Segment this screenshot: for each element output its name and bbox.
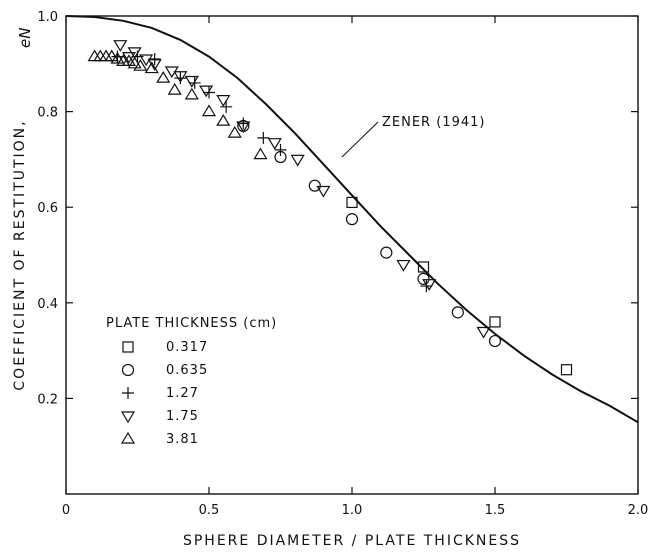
data-point-triangle-up	[104, 49, 119, 62]
legend: PLATE THICKNESS (cm) 0.317 0.635 1.27 1.75 3…	[106, 316, 277, 447]
data-point-triangle-up	[121, 54, 136, 67]
data-point-triangle-up	[127, 56, 142, 69]
data-point-triangle-up	[144, 61, 159, 74]
data-point-square	[560, 364, 573, 376]
data-point-triangle-down	[199, 85, 214, 98]
y-axis-symbol: eN	[16, 28, 34, 48]
legend-label: 3.81	[166, 432, 199, 447]
data-point-triangle-up	[253, 147, 268, 160]
data-point-plus	[257, 131, 270, 144]
data-point-triangle-down	[267, 138, 282, 150]
data-point-triangle-down	[236, 121, 251, 134]
zener-label: ZENER (1941)	[382, 115, 485, 130]
data-point-circle	[417, 272, 430, 285]
data-point-circle	[308, 179, 321, 192]
data-point-square	[417, 261, 430, 273]
legend-label: 1.75	[166, 409, 199, 424]
data-point-triangle-down	[127, 47, 142, 60]
zener-curve	[65, 15, 639, 424]
zener-curve-layer	[65, 15, 639, 424]
data-point-triangle-down	[147, 59, 162, 71]
data-markers	[87, 40, 573, 376]
y-tick-label: 0.4	[37, 297, 58, 312]
x-tick-label: 2.0	[628, 503, 649, 518]
data-point-triangle-up	[156, 70, 171, 83]
data-point-triangle-down	[316, 185, 331, 198]
data-point-plus	[148, 53, 161, 66]
data-point-triangle-down	[113, 40, 128, 52]
data-point-triangle-up	[184, 87, 199, 100]
data-point-triangle-up	[227, 125, 242, 138]
x-tick-label: 0	[62, 503, 70, 518]
x-tick-label: 0.5	[199, 503, 220, 518]
data-point-square	[489, 316, 501, 328]
x-tick-label: 1.5	[485, 503, 506, 518]
plot-frame	[65, 15, 639, 495]
data-point-triangle-up	[201, 104, 217, 117]
data-point-triangle-down	[396, 259, 411, 272]
data-point-triangle-down	[422, 279, 437, 291]
data-point-triangle-down	[173, 71, 188, 83]
legend-label: 1.27	[166, 386, 199, 401]
data-point-triangle-down	[216, 95, 231, 107]
legend-label: 0.635	[166, 363, 208, 378]
y-axis-label-group: COEFFICIENT OF RESTITUTION,	[12, 119, 28, 390]
data-point-circle	[345, 213, 359, 226]
data-point-plus	[274, 143, 287, 156]
data-point-triangle-up	[133, 59, 148, 71]
legend-marker-square	[122, 341, 134, 353]
legend-marker-triangle-up	[120, 431, 136, 444]
y-tick-label: 1.0	[37, 10, 58, 25]
y-tick-label: 0.2	[37, 392, 58, 407]
data-point-circle	[380, 246, 393, 259]
y-tick-label: 0.8	[37, 106, 58, 121]
data-point-circle	[488, 334, 502, 348]
y-axis-label-text: COEFFICIENT OF RESTITUTION,	[12, 119, 28, 390]
x-tick-label: 1.0	[342, 503, 363, 518]
data-point-triangle-down	[290, 154, 305, 167]
legend-marker-triangle-down	[120, 411, 136, 424]
data-point-circle	[451, 306, 464, 319]
x-axis-label: SPHERE DIAMETER / PLATE THICKNESS	[183, 533, 521, 549]
data-point-triangle-down	[184, 75, 199, 88]
data-point-triangle-up	[110, 51, 125, 64]
y-axis-symbol-text: eN	[16, 28, 34, 48]
axis-ticks: 0 0.5 1.0 1.5 2.0 0.2 0.4 0.6 0.8 1.0	[37, 10, 648, 518]
data-point-square	[346, 196, 358, 209]
data-point-triangle-down	[121, 52, 136, 64]
y-axis-label: COEFFICIENT OF RESTITUTION,	[12, 119, 28, 390]
legend-marker-plus	[122, 387, 134, 399]
data-point-triangle-down	[476, 326, 491, 339]
zener-pointer	[341, 121, 379, 158]
y-tick-label: 0.6	[37, 201, 58, 216]
data-point-plus	[237, 117, 250, 130]
data-point-plus	[220, 100, 233, 113]
legend-label: 0.317	[166, 340, 208, 355]
legend-title: PLATE THICKNESS (cm)	[106, 316, 277, 331]
legend-marker-circle	[121, 363, 135, 377]
data-point-triangle-up	[216, 113, 231, 126]
zener-annotation: ZENER (1941)	[341, 115, 485, 158]
data-point-triangle-up	[167, 82, 182, 95]
